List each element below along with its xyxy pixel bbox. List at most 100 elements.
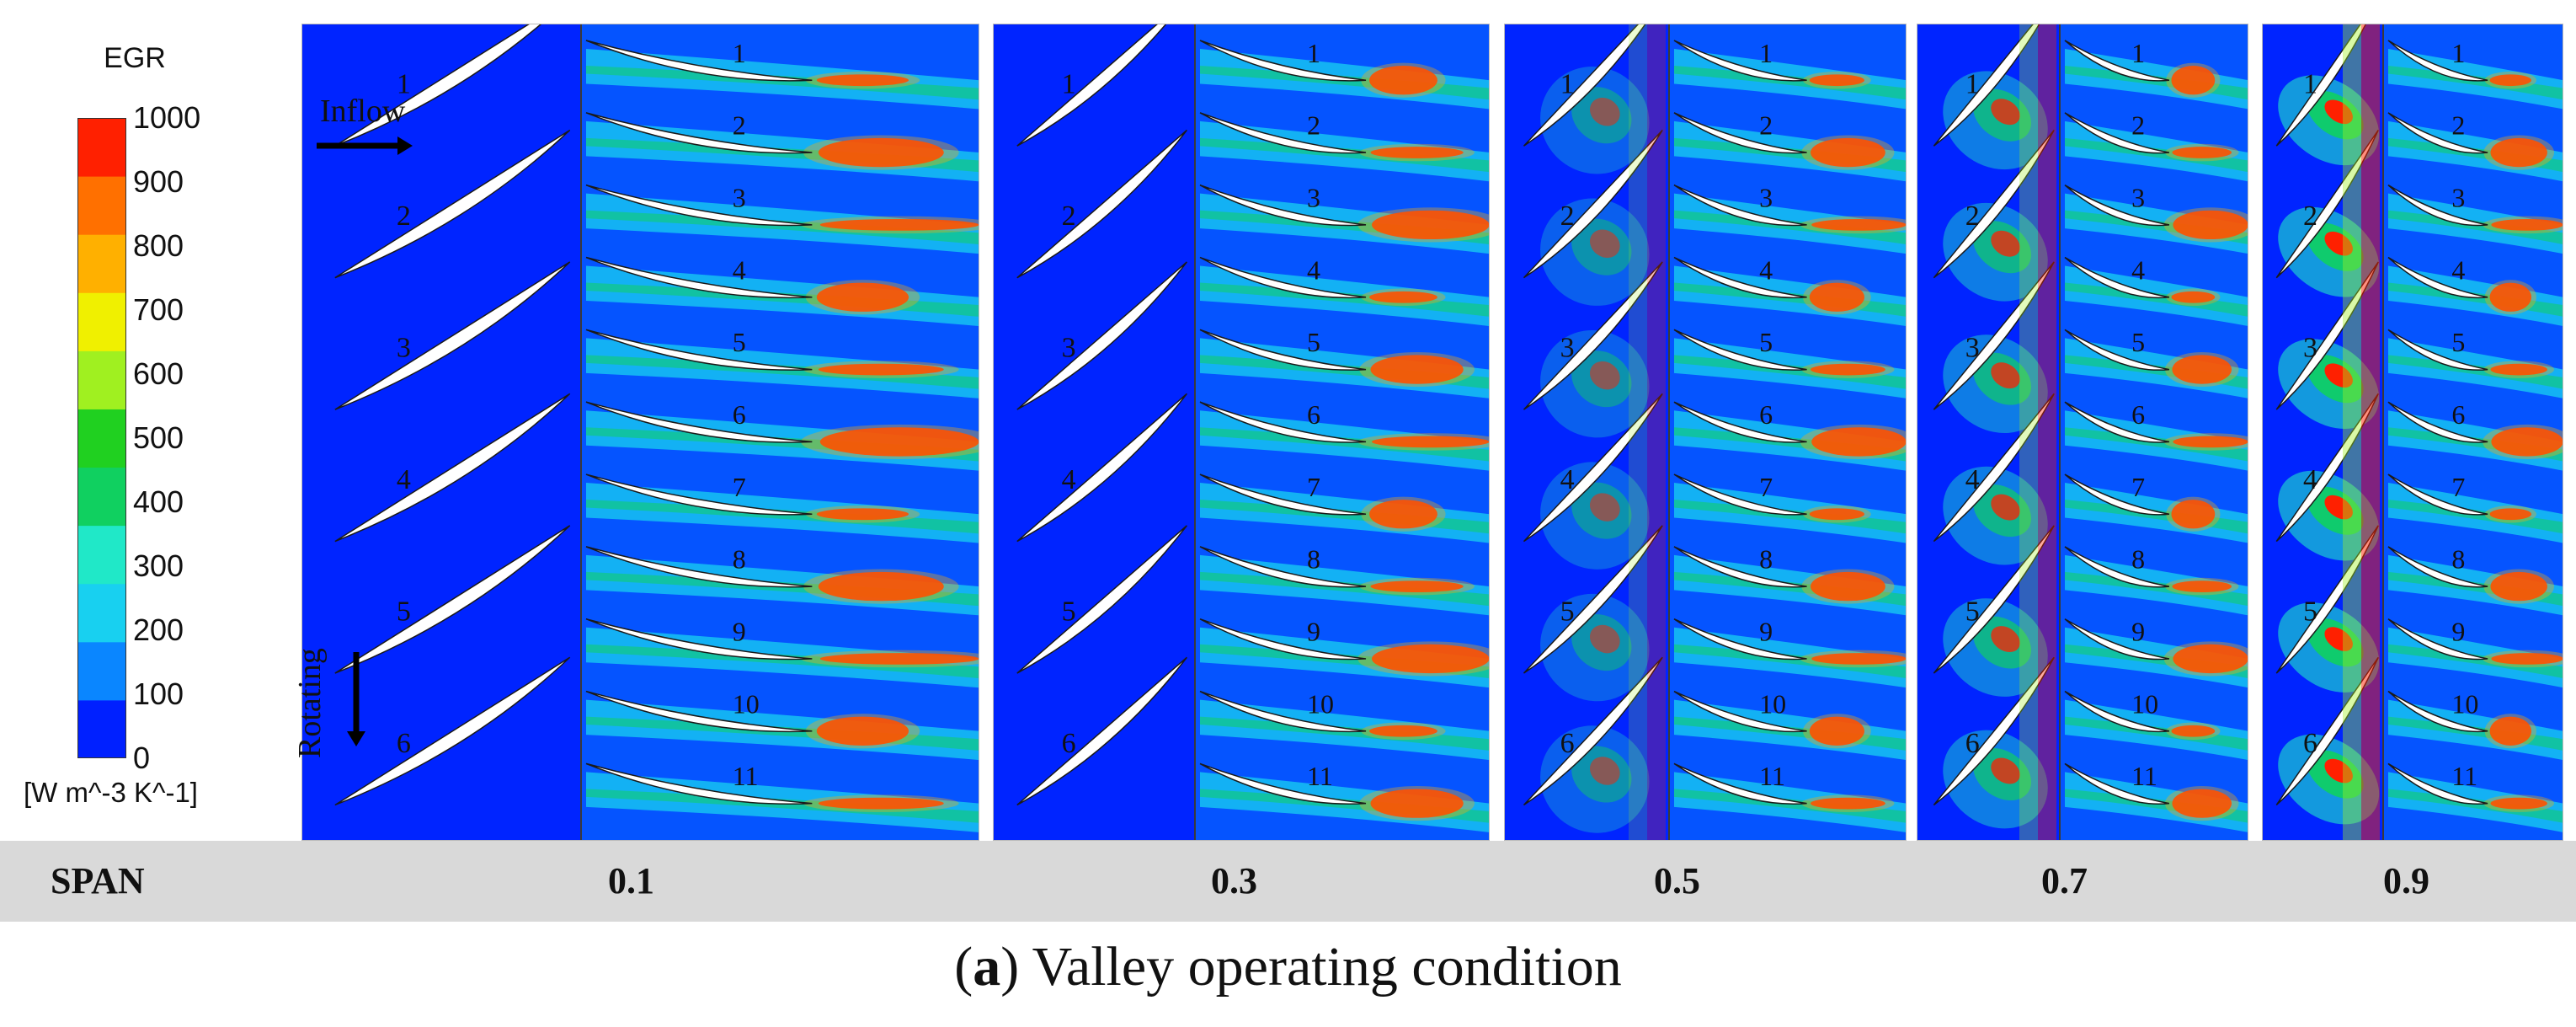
stator-blade-label: 5 bbox=[1965, 596, 1980, 627]
rotor-blade-label: 11 bbox=[1307, 761, 1333, 791]
rotor-blade bbox=[2387, 762, 2488, 805]
contour-panel-span-0.7: 1 2 3 4 5 6 1 2 3 4 5 6 7 8 9 10 11 bbox=[1917, 24, 2248, 841]
stator-blade-label: 6 bbox=[1965, 728, 1980, 759]
contour-panel-span-0.9: 1 2 3 4 5 6 1 2 3 4 5 6 7 8 9 10 11 bbox=[2262, 24, 2563, 841]
rotor-blade bbox=[1673, 762, 1807, 805]
rotor-blade-label: 8 bbox=[1307, 544, 1320, 575]
stator-blade bbox=[1933, 129, 2055, 279]
colorbar-segment bbox=[77, 409, 126, 468]
rotor-blade bbox=[585, 762, 813, 805]
span-value-3: 0.5 bbox=[1654, 860, 1700, 901]
rotor-blade bbox=[1199, 546, 1367, 588]
rotor-blade bbox=[585, 329, 813, 371]
rotor-blade-label: 5 bbox=[2131, 327, 2145, 357]
rotor-blade-label: 3 bbox=[1307, 182, 1320, 212]
colorbar-tick-label: 700 bbox=[133, 292, 184, 327]
stator-blade bbox=[1523, 129, 1663, 279]
caption-letter: a bbox=[973, 936, 1001, 998]
rotor-blade bbox=[2387, 690, 2488, 733]
rotor-blade-label: 1 bbox=[1759, 38, 1773, 68]
inflow-label: Inflow bbox=[320, 94, 406, 129]
rotor-blade bbox=[585, 184, 813, 227]
rotor-blade bbox=[2387, 185, 2488, 227]
rotor-blade bbox=[1199, 40, 1367, 82]
rotor-blade bbox=[2064, 618, 2170, 661]
colorbar-segment bbox=[77, 467, 126, 527]
span-value-5: 0.9 bbox=[2383, 860, 2429, 901]
colorbar-tick-label: 0 bbox=[133, 741, 151, 775]
colorbar-tick-label: 1000 bbox=[133, 100, 201, 135]
rotor-blade bbox=[2064, 762, 2170, 805]
colorbar-tick-label: 900 bbox=[133, 164, 184, 199]
rotor-blade bbox=[1673, 40, 1807, 82]
rotor-blade-label: 9 bbox=[733, 616, 746, 646]
rotor-blade bbox=[2064, 401, 2170, 443]
inflow-arrow bbox=[317, 136, 413, 155]
rotor-blade-label: 4 bbox=[2451, 254, 2465, 285]
rotating-arrow bbox=[347, 652, 365, 746]
rotor-blade bbox=[1673, 546, 1807, 588]
rotor-blade bbox=[1673, 184, 1807, 227]
rotor-blade-label: 11 bbox=[2131, 761, 2157, 791]
stator-blade bbox=[2275, 24, 2367, 147]
rotor-blade bbox=[2064, 185, 2170, 227]
stator-blade-label: 3 bbox=[1560, 333, 1575, 364]
rotor-blade bbox=[2064, 112, 2170, 154]
rotor-blade-label: 4 bbox=[733, 254, 746, 285]
rotor-blade bbox=[2064, 40, 2170, 82]
rotor-blade bbox=[1199, 618, 1367, 661]
rotor-blade bbox=[585, 473, 813, 516]
stator-blade bbox=[1016, 525, 1187, 674]
rotor-blade-label: 2 bbox=[2451, 110, 2465, 141]
stator-blade-label: 4 bbox=[2303, 464, 2317, 495]
stator-blade-label: 2 bbox=[1965, 201, 1980, 232]
span-row: SPAN 0.1 0.3 0.5 0.7 0.9 bbox=[0, 841, 2576, 922]
rotor-blade bbox=[2387, 40, 2488, 82]
stator-blade-label: 5 bbox=[397, 596, 411, 627]
rotor-blade bbox=[1673, 473, 1807, 516]
rotor-blade-label: 10 bbox=[2131, 688, 2158, 719]
rotor-blade-label: 9 bbox=[1759, 616, 1773, 646]
rotor-blade bbox=[585, 112, 813, 154]
rotor-blade bbox=[2064, 256, 2170, 299]
stator-blade-label: 1 bbox=[1560, 69, 1575, 100]
rotor-blade-label: 1 bbox=[733, 38, 746, 68]
stator-blade-label: 4 bbox=[1560, 464, 1575, 495]
figure-caption: (a) Valley operating condition bbox=[954, 936, 1622, 998]
rotor-blade-label: 2 bbox=[1759, 110, 1773, 141]
rotor-blade-label: 8 bbox=[1759, 544, 1773, 575]
stator-blade bbox=[334, 393, 571, 543]
colorbar-title: EGR bbox=[104, 42, 166, 74]
rotor-blade-label: 11 bbox=[2451, 761, 2477, 791]
stator-blade-label: 5 bbox=[1062, 596, 1076, 627]
rotor-blade-label: 9 bbox=[2131, 616, 2145, 646]
rotor-blade-label: 1 bbox=[1307, 38, 1320, 68]
rotor-blade-label: 7 bbox=[1307, 472, 1320, 502]
rotor-blade-label: 3 bbox=[2451, 182, 2465, 212]
rotor-blade-label: 5 bbox=[733, 327, 746, 357]
stator-blade bbox=[1016, 656, 1187, 806]
stator-blade-label: 5 bbox=[2303, 596, 2317, 627]
stator-blade bbox=[1523, 525, 1663, 674]
rotor-blade-label: 7 bbox=[1759, 472, 1773, 502]
colorbar-segment bbox=[77, 583, 126, 643]
rotor-blade-label: 10 bbox=[733, 688, 760, 719]
rotor-blade-label: 6 bbox=[1307, 399, 1320, 430]
rotor-blade-label: 8 bbox=[2131, 544, 2145, 575]
rotor-blade-label: 9 bbox=[2451, 616, 2465, 646]
rotor-blade-label: 11 bbox=[733, 761, 759, 791]
colorbar-tick-label: 400 bbox=[133, 484, 184, 519]
stator-blade-label: 2 bbox=[1062, 201, 1076, 232]
span-header: SPAN bbox=[51, 860, 145, 901]
rotor-blade bbox=[585, 401, 813, 443]
rotor-blade-label: 1 bbox=[2451, 38, 2465, 68]
rotor-blade-label: 3 bbox=[2131, 182, 2145, 212]
stator-blade bbox=[334, 656, 571, 806]
stator-blade bbox=[1016, 393, 1187, 543]
stator-blade bbox=[1016, 24, 1168, 147]
rotor-blade-label: 8 bbox=[2451, 544, 2465, 575]
rotor-blade bbox=[1199, 256, 1367, 299]
contour-panel-span-0.3: 1 2 3 4 5 6 1 2 3 4 5 6 7 8 9 10 11 bbox=[993, 24, 1490, 841]
rotor-blade-label: 2 bbox=[733, 110, 746, 141]
colorbar-segment bbox=[77, 176, 126, 235]
